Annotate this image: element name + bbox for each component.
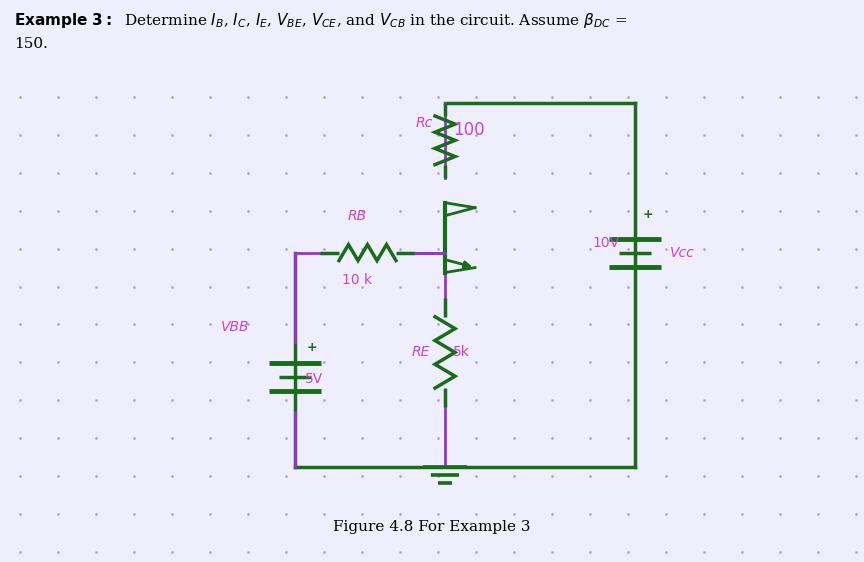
Text: +: + [643, 208, 654, 221]
Text: 10V: 10V [593, 235, 620, 250]
Text: Vcc: Vcc [670, 246, 695, 260]
Text: RB: RB [348, 209, 367, 223]
Text: 100: 100 [453, 121, 485, 139]
Text: $\bf{Example\ 3:}$  Determine $I_B$, $I_C$, $I_E$, $V_{BE}$, $V_{CE}$, and $V_{C: $\bf{Example\ 3:}$ Determine $I_B$, $I_C… [14, 11, 627, 30]
Text: 5V: 5V [305, 373, 323, 386]
Text: VBB: VBB [220, 320, 249, 334]
Text: +: + [307, 341, 318, 354]
Text: Rc: Rc [416, 116, 433, 130]
Text: Figure 4.8 For Example 3: Figure 4.8 For Example 3 [334, 520, 530, 534]
Text: 10 k: 10 k [342, 273, 372, 287]
Text: 5k: 5k [453, 346, 470, 360]
Text: 150.: 150. [14, 38, 48, 51]
Text: RE: RE [411, 346, 430, 360]
